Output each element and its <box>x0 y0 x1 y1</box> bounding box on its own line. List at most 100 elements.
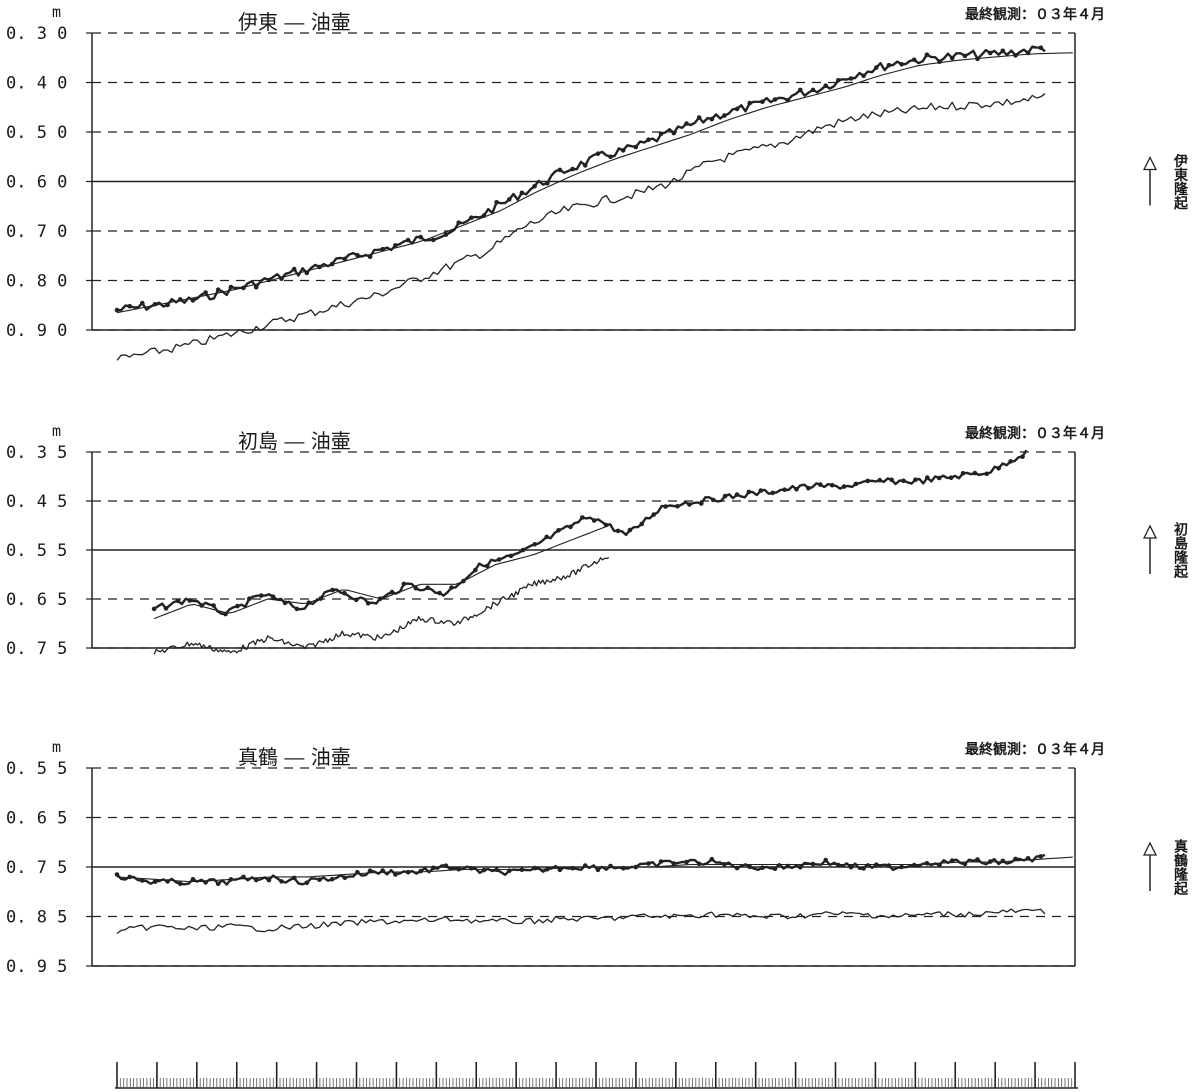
data-point <box>187 598 193 603</box>
data-point <box>253 285 259 290</box>
last-observation-note: 最終観測：０３年４月 <box>965 6 1105 23</box>
data-point <box>481 867 487 873</box>
data-point <box>608 154 613 160</box>
data-point <box>608 863 613 869</box>
data-point <box>1013 856 1018 862</box>
uplift-arrow-icon <box>1142 524 1158 539</box>
data-point <box>658 859 664 864</box>
uplift-arrow-icon <box>1142 156 1158 171</box>
panel-2: 0. 3 5 0. 4 5 0. 5 5 0. 6 5 0. 7 5 m 初島 ― 油壷 最終… <box>6 422 1189 659</box>
data-point <box>473 567 478 573</box>
last-observation-note: 最終観測：０３年４月 <box>965 741 1105 758</box>
data-point <box>591 518 597 523</box>
data-point <box>595 151 601 156</box>
data-point <box>279 879 284 884</box>
data-point <box>496 557 502 562</box>
data-point <box>646 861 651 866</box>
series-thin-line <box>116 908 1046 935</box>
data-point <box>215 287 221 293</box>
data-point <box>853 481 859 487</box>
data-point <box>140 878 145 883</box>
y-tick-label: 0. 6 0 <box>6 173 67 193</box>
data-point <box>532 542 538 547</box>
data-point <box>507 197 512 202</box>
data-point <box>684 121 689 126</box>
chart-title: 初島 ― 油壷 <box>238 429 351 453</box>
data-point <box>798 87 803 93</box>
data-point <box>772 866 778 871</box>
series-dots-line <box>153 449 1028 616</box>
last-observation-note: 最終観測：０３年４月 <box>965 425 1105 442</box>
data-point <box>330 587 335 593</box>
data-point <box>190 298 196 303</box>
data-point <box>449 585 454 590</box>
data-point <box>984 471 990 477</box>
data-point <box>556 528 561 533</box>
data-point <box>734 492 740 497</box>
data-point <box>291 875 297 881</box>
y-tick-label: 0. 7 5 <box>6 858 67 878</box>
data-point <box>913 477 918 483</box>
data-point <box>924 861 930 866</box>
data-point <box>557 167 563 173</box>
data-point <box>798 865 803 870</box>
data-point <box>393 872 398 877</box>
uplift-side-label: 初島隆起 <box>1172 521 1189 579</box>
data-point <box>848 864 854 870</box>
data-point <box>996 466 1001 471</box>
y-unit-label: m <box>52 422 61 440</box>
data-point <box>545 180 550 186</box>
data-point <box>1008 459 1013 464</box>
data-point <box>1038 854 1044 859</box>
data-point <box>329 876 335 882</box>
data-point <box>874 65 879 70</box>
data-point <box>699 501 704 506</box>
data-point <box>848 76 854 81</box>
data-point <box>639 521 645 527</box>
data-point <box>627 527 633 533</box>
data-point <box>582 163 588 168</box>
data-point <box>770 490 775 496</box>
data-point <box>687 502 692 507</box>
data-point <box>810 87 816 93</box>
data-point <box>899 62 904 67</box>
data-point <box>972 470 978 476</box>
data-point <box>178 881 183 886</box>
data-point <box>354 597 359 603</box>
data-point <box>671 861 677 866</box>
data-point <box>924 52 930 57</box>
series-smooth-line <box>116 52 1073 314</box>
data-point <box>389 589 395 595</box>
y-tick-label: 0. 8 0 <box>6 272 67 292</box>
data-point <box>948 475 954 481</box>
y-tick-label: 0. 3 5 <box>6 443 67 463</box>
data-point <box>152 879 158 884</box>
series-thin-line <box>153 556 610 655</box>
data-point <box>151 606 157 612</box>
chart-title: 伊東 ― 油壷 <box>238 10 351 34</box>
data-point <box>405 237 411 243</box>
data-point <box>987 50 993 56</box>
data-point <box>734 106 740 112</box>
data-point <box>317 877 322 882</box>
data-point <box>304 880 310 886</box>
data-point <box>437 590 442 596</box>
data-point <box>806 485 811 491</box>
data-point <box>877 477 882 483</box>
data-point <box>367 254 373 259</box>
data-point <box>456 220 462 225</box>
data-point <box>823 83 828 88</box>
data-point <box>557 867 563 873</box>
data-point <box>508 553 514 559</box>
data-point <box>484 563 490 569</box>
data-point <box>544 534 549 540</box>
data-point <box>760 865 765 870</box>
data-point <box>355 252 360 258</box>
data-point <box>746 489 752 495</box>
data-point <box>342 590 347 596</box>
y-tick-label: 0. 5 0 <box>6 123 67 143</box>
uplift-side-label: 伊東隆起 <box>1172 153 1189 211</box>
data-point <box>114 307 120 313</box>
data-point <box>772 97 778 102</box>
data-point <box>829 482 835 488</box>
